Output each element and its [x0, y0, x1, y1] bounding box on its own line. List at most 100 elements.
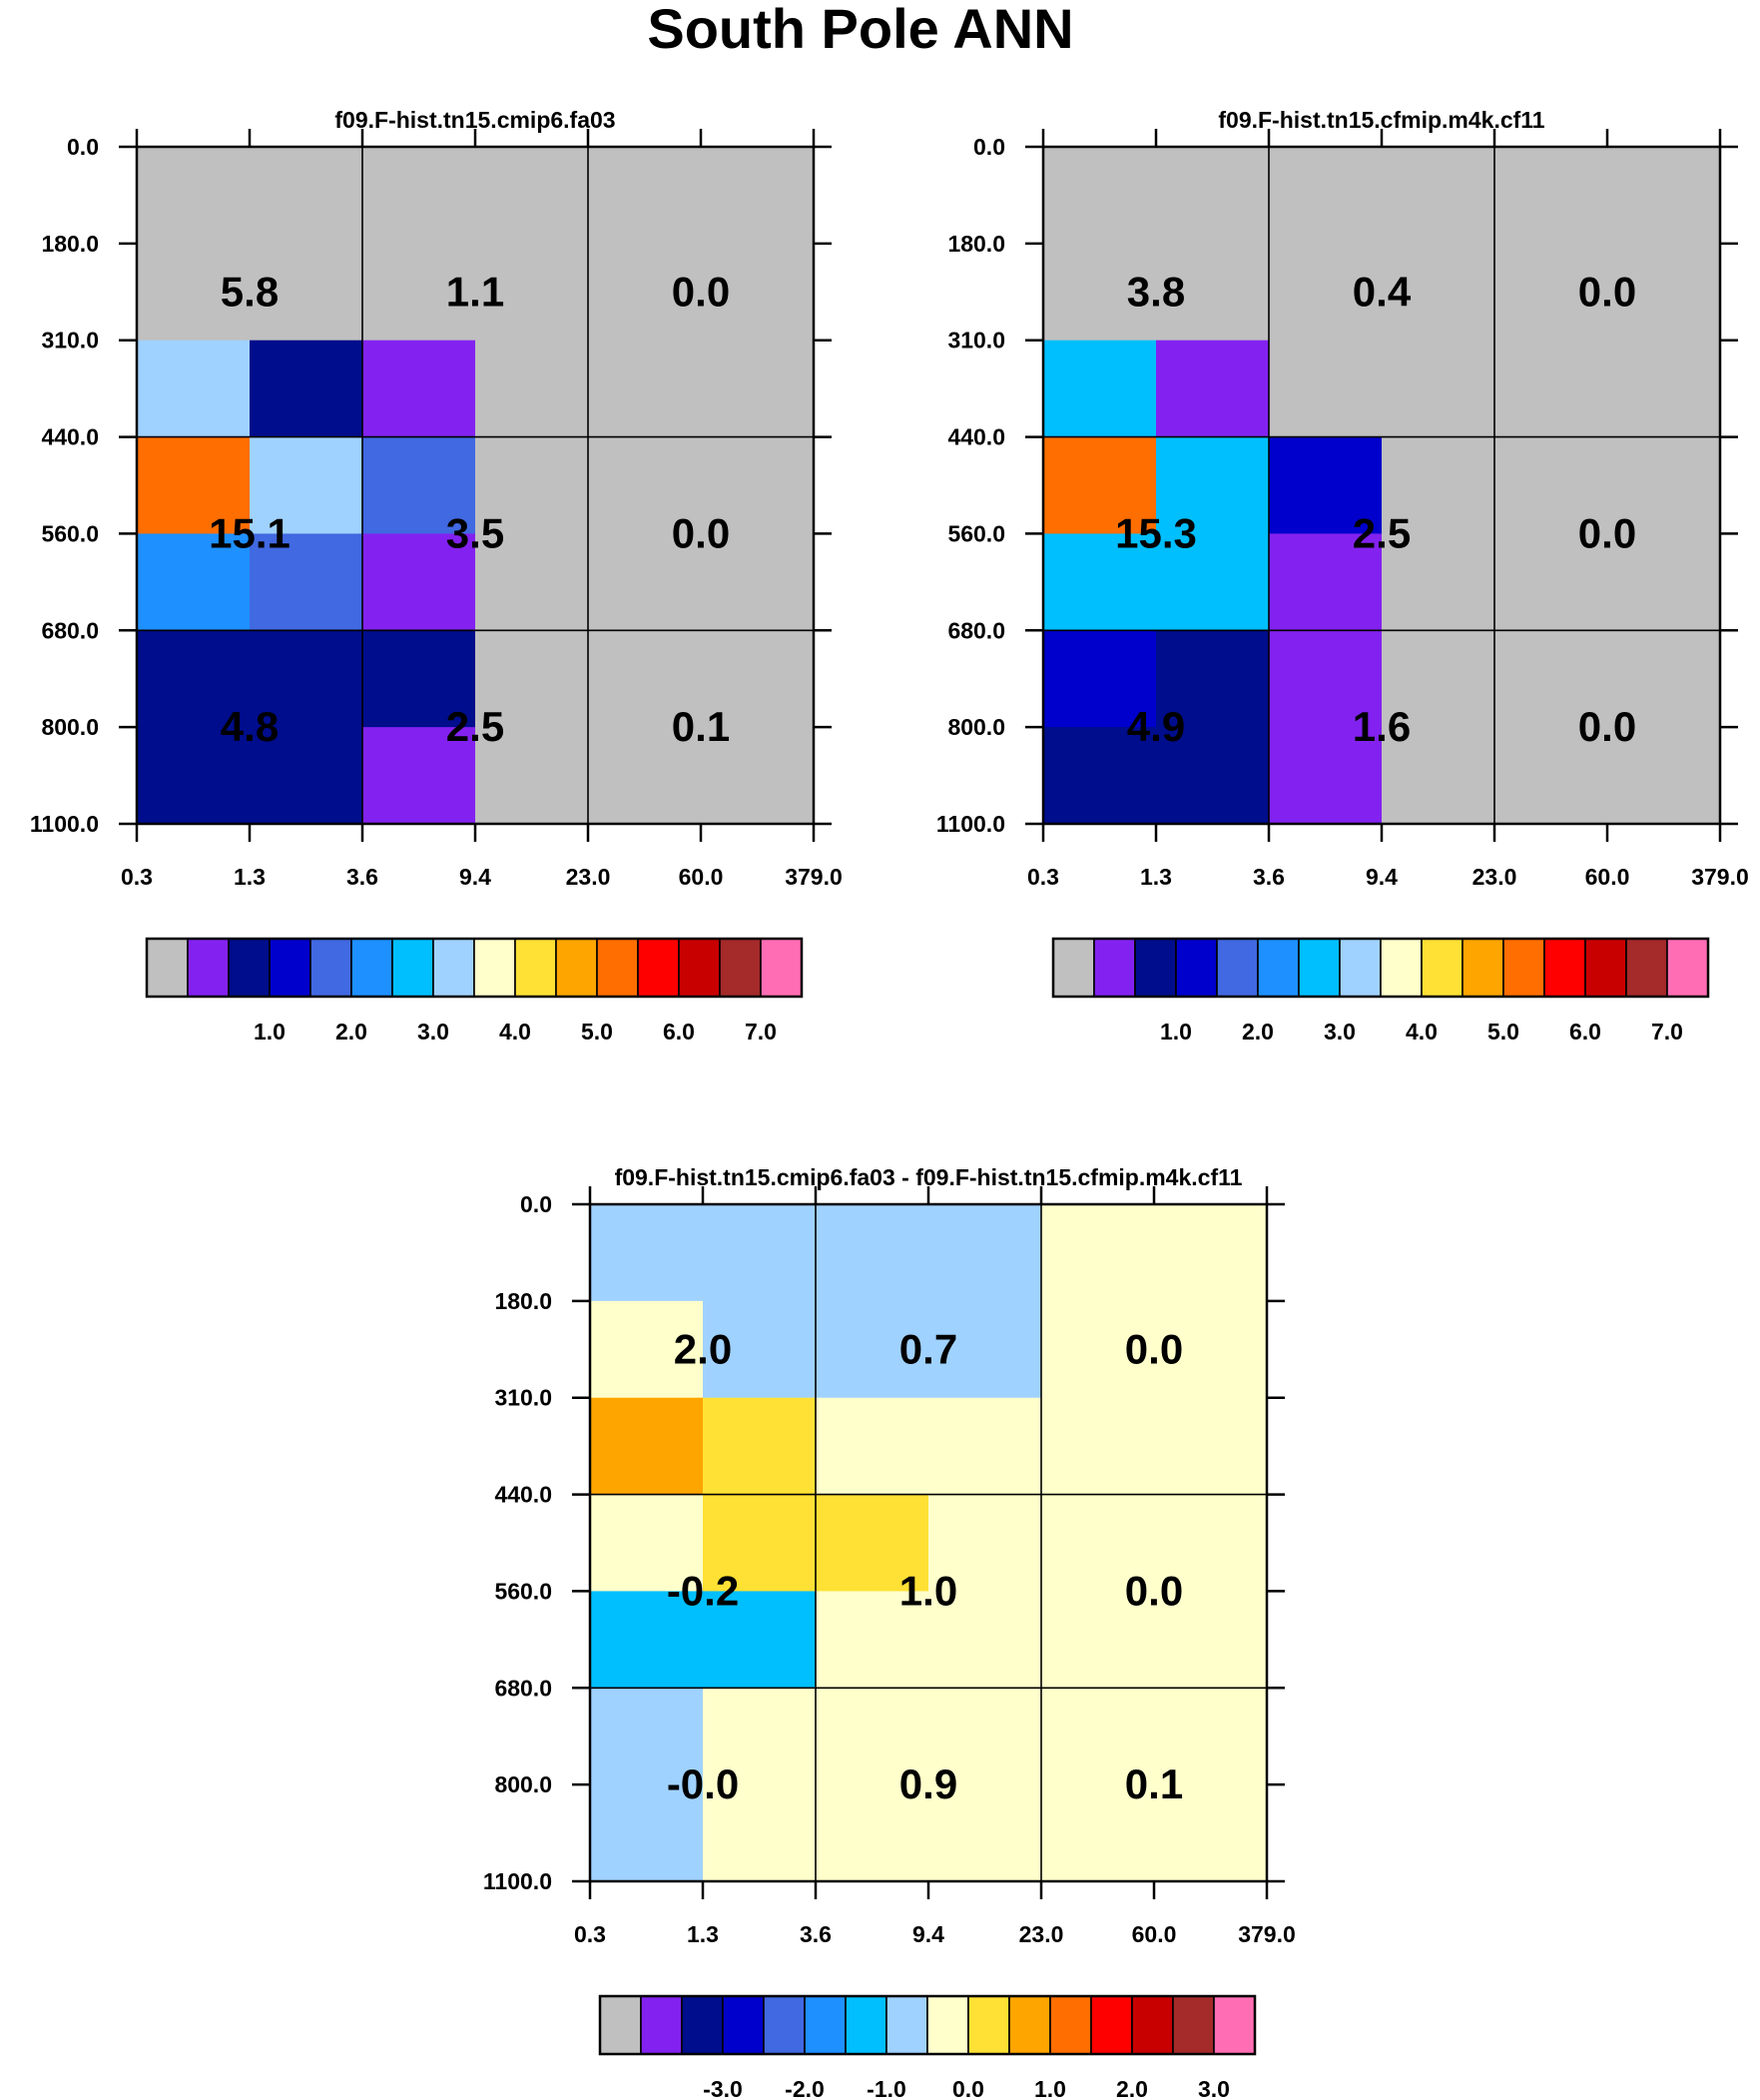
heatmap-cell — [701, 340, 815, 438]
colorbar-segment — [1172, 1995, 1215, 2055]
heatmap-cell — [703, 1397, 817, 1496]
heatmap-cell — [137, 630, 251, 728]
heatmap-cell — [362, 630, 476, 728]
heatmap-cell — [1041, 1591, 1155, 1689]
heatmap-cell — [1269, 727, 1383, 825]
heatmap-cell — [362, 340, 476, 438]
heatmap-cell — [590, 1591, 704, 1689]
heatmap-cell — [703, 1204, 817, 1302]
block-value-label: 15.1 — [209, 509, 291, 556]
colorbar: -3.0 -2.0 -1.0 0.0 1.0 2.0 3.0 — [598, 1994, 1257, 2100]
heatmap-cell — [1156, 533, 1270, 631]
panel-title: f09.F-hist.tn15.cfmip.m4k.cf11 — [1218, 107, 1544, 133]
heatmap-cell — [1382, 727, 1495, 825]
y-tick-label: 310.0 — [41, 328, 99, 353]
heatmap-cell — [703, 1784, 817, 1882]
block-value-label: 0.0 — [1578, 268, 1636, 315]
heatmap-cell — [1494, 243, 1608, 342]
colorbar-segment — [885, 1995, 928, 2055]
heatmap-cell — [362, 243, 476, 342]
heatmap-cell — [928, 1300, 1042, 1399]
colorbar-segment — [845, 1995, 887, 2055]
colorbar-segment — [187, 938, 230, 998]
block-value-label: 1.0 — [899, 1567, 957, 1614]
heatmap-cell — [1494, 727, 1608, 825]
colorbar-label: 1.0 — [254, 1019, 286, 1045]
heatmap-cell — [1382, 436, 1495, 535]
heatmap-cell — [475, 533, 589, 631]
colorbar-segment — [804, 1995, 847, 2055]
main-title: South Pole ANN — [647, 0, 1073, 60]
colorbar-segment — [1090, 1995, 1133, 2055]
x-tick-label: 9.4 — [1366, 864, 1398, 890]
heatmap-cell — [701, 147, 815, 245]
colorbar-segment — [391, 938, 434, 998]
heatmap-cell — [1269, 147, 1383, 245]
block-value-label: 3.8 — [1127, 268, 1185, 315]
colorbar-label: 4.0 — [499, 1019, 531, 1045]
block-value-label: 2.0 — [674, 1325, 732, 1372]
x-tick-label: 9.4 — [912, 1921, 944, 1947]
heatmap-cell — [362, 727, 476, 825]
colorbar-segment — [1298, 938, 1341, 998]
heatmap-cell — [590, 1204, 704, 1302]
heatmap-cell — [816, 1591, 929, 1689]
heatmap-cell — [701, 436, 815, 535]
colorbar-segment — [1257, 938, 1300, 998]
heatmap-cell — [1494, 533, 1608, 631]
x-tick-label: 3.6 — [800, 1921, 832, 1947]
heatmap-cell — [816, 1784, 929, 1882]
colorbar-segment — [1666, 938, 1709, 998]
panel-title: f09.F-hist.tn15.cmip6.fa03 — [334, 107, 615, 133]
heatmap-cell — [928, 1494, 1042, 1593]
heatmap-cell — [362, 436, 476, 535]
colorbar-segment — [596, 938, 639, 998]
heatmap-cell — [1156, 436, 1270, 535]
heatmap-cell — [1156, 147, 1270, 245]
block-value-label: 0.7 — [899, 1325, 957, 1372]
heatmap-cell — [250, 243, 363, 342]
heatmap-cell — [475, 243, 589, 342]
heatmap-cell — [701, 727, 815, 825]
colorbar-segment — [1216, 938, 1259, 998]
heatmap-cell — [928, 1688, 1042, 1785]
colorbar-segment — [599, 1995, 642, 2055]
heatmap-cell — [816, 1494, 929, 1593]
y-tick-label: 0.0 — [973, 134, 1005, 160]
y-tick-label: 180.0 — [41, 231, 99, 257]
heatmap-cell — [590, 1688, 704, 1785]
heatmap-cell — [1607, 243, 1721, 342]
heatmap-cell — [590, 1784, 704, 1882]
block-value-label: 1.6 — [1353, 703, 1411, 750]
colorbar-segment — [640, 1995, 683, 2055]
heatmap-cell — [1607, 630, 1721, 728]
block-value-label: 0.1 — [1125, 1760, 1183, 1807]
colorbar-label: 3.0 — [1324, 1019, 1356, 1045]
y-tick-label: 560.0 — [41, 520, 99, 546]
heatmap-cell — [1043, 436, 1157, 535]
block-value-label: 4.8 — [221, 703, 279, 750]
x-tick-label: 379.0 — [785, 864, 843, 890]
heatmap-cell — [137, 243, 251, 342]
colorbar-segment — [1008, 1995, 1051, 2055]
colorbar-segment — [1175, 938, 1218, 998]
x-tick-label: 1.3 — [687, 1921, 719, 1947]
colorbar-segment — [763, 1995, 806, 2055]
heatmap-cell — [588, 533, 702, 631]
heatmap-cell — [701, 533, 815, 631]
block-value-label: 0.4 — [1353, 268, 1412, 315]
colorbar-frame — [145, 937, 804, 999]
colorbar-label: 6.0 — [663, 1019, 695, 1045]
colorbar-label: -2.0 — [785, 2076, 825, 2100]
heatmap-cell — [475, 147, 589, 245]
heatmap-cell — [1041, 1204, 1155, 1302]
y-tick-label: 680.0 — [947, 617, 1005, 643]
heatmap-cell — [137, 533, 251, 631]
colorbar: 1.0 2.0 3.0 4.0 5.0 6.0 7.0 — [145, 937, 804, 1045]
colorbar-segment — [555, 938, 598, 998]
colorbar-segment — [228, 938, 271, 998]
heatmap-cell — [1154, 1397, 1268, 1496]
y-tick-label: 800.0 — [494, 1771, 552, 1797]
heatmap-cell — [816, 1204, 929, 1302]
x-tick-label: 3.6 — [346, 864, 378, 890]
